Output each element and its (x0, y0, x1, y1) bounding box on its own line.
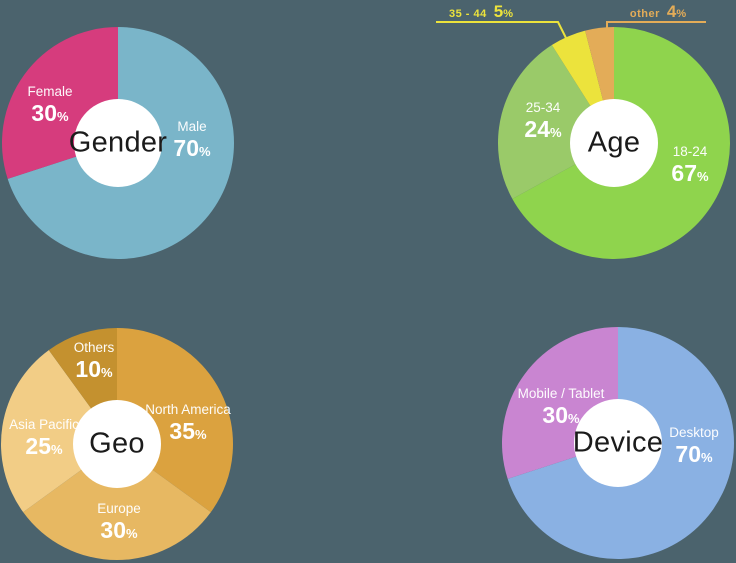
geo-label-north-america: North America 35% (145, 402, 231, 448)
geo-label-asia-pacific-name: Asia Pacific (9, 417, 79, 432)
age-donut-hole (570, 99, 658, 187)
gender-label-male-value: 70% (173, 135, 211, 161)
percent-sign: % (195, 427, 207, 442)
age-callout-line-35-44 (436, 21, 568, 41)
percent-sign: % (503, 8, 513, 20)
age-slice-25-34 (498, 45, 614, 199)
age-callout-other-name: other (629, 8, 660, 20)
percent-sign: % (697, 169, 709, 184)
gender-label-female-value: 30% (31, 100, 69, 126)
age-label-18-24-name: 18-24 (672, 144, 708, 159)
device-label-desktop-value: 70% (675, 441, 713, 467)
geo-label-others-name: Others (73, 340, 115, 355)
geo-label-asia-pacific-value: 25% (25, 433, 63, 459)
geo-label-asia-pacific: Asia Pacific 25% (9, 417, 79, 463)
percent-sign: % (676, 8, 687, 20)
percent-sign: % (550, 125, 562, 140)
device-label-mobile-tablet-name: Mobile / Tablet (517, 386, 605, 401)
device-donut-hole (574, 399, 662, 487)
age-donut-title: Age (587, 126, 641, 159)
geo-label-north-america-name: North America (145, 402, 231, 417)
percent-sign: % (57, 109, 69, 124)
gender-donut-hole (74, 99, 162, 187)
age-callout-35-44: 35 - 44 5% (449, 2, 513, 22)
gender-label-male: Male 70% (173, 119, 210, 165)
age-label-25-34-value: 24% (524, 116, 562, 142)
age-label-18-24-value: 67% (671, 160, 709, 186)
age-callout-line-other (606, 21, 706, 29)
geo-label-europe-name: Europe (97, 501, 141, 516)
geo-label-europe: Europe 30% (97, 501, 141, 547)
geo-donut-hole (73, 400, 161, 488)
geo-slice-europe (23, 444, 211, 561)
percent-sign: % (568, 411, 580, 426)
age-label-18-24: 18-24 67% (671, 144, 708, 190)
percent-sign: % (701, 450, 713, 465)
age-label-25-34-name: 25-34 (525, 100, 561, 115)
gender-label-female: Female 30% (27, 84, 72, 130)
device-label-mobile-tablet-value: 30% (542, 402, 580, 428)
age-callout-35-44-name: 35 - 44 (449, 8, 487, 20)
device-label-desktop: Desktop 70% (669, 425, 719, 471)
age-callout-other: other 4% (630, 2, 686, 22)
age-callout-other-value: 4% (666, 2, 687, 21)
gender-label-male-name: Male (177, 119, 207, 134)
percent-sign: % (51, 442, 63, 457)
geo-donut-title: Geo (89, 427, 145, 460)
age-label-25-34: 25-34 24% (524, 100, 561, 146)
geo-slice-asia-pacific (0, 350, 118, 513)
percent-sign: % (199, 144, 211, 159)
geo-label-others: Others 10% (74, 340, 115, 386)
geo-label-others-value: 10% (75, 356, 113, 382)
percent-sign: % (126, 526, 138, 541)
geo-slice-north-america (117, 327, 234, 513)
geo-label-north-america-value: 35% (169, 418, 207, 444)
device-label-mobile-tablet: Mobile / Tablet 30% (518, 386, 605, 432)
age-callout-35-44-value: 5% (493, 2, 513, 21)
device-donut-title: Device (572, 426, 664, 459)
geo-label-europe-value: 30% (100, 517, 138, 543)
gender-label-female-name: Female (27, 84, 73, 99)
gender-donut-title: Gender (68, 126, 168, 159)
percent-sign: % (101, 365, 113, 380)
device-label-desktop-name: Desktop (669, 425, 719, 440)
